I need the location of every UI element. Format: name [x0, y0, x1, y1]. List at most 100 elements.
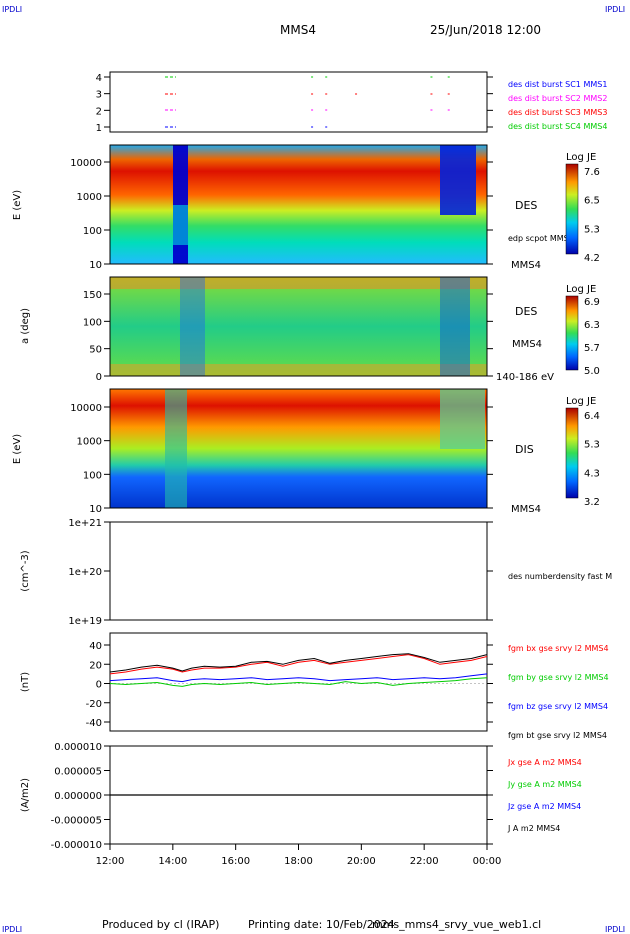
corner-label-top-right: IPDLI [605, 5, 625, 14]
dis-energy-panel: 10000 1000 100 10 E (eV) DIS MMS4 Log JE 6.… [12, 388, 600, 515]
bfield-yticks: 40 20 0 -20 -40 [86, 641, 493, 729]
cbar-tick-label: 6.9 [584, 297, 600, 308]
ytick-label: 10 [89, 260, 102, 271]
bfield-series-line [109, 654, 488, 675]
ytick-label: 2 [96, 106, 102, 117]
ytick-label: 0 [96, 372, 102, 383]
corner-label-bottom-left: IPDLI [2, 925, 22, 934]
ytick-label: -20 [86, 699, 102, 710]
ytick-label: 150 [83, 290, 102, 301]
cbar-tick-label: 3.2 [584, 497, 600, 508]
ytick-label: 1e+20 [68, 567, 102, 578]
ytick-label: 0.000005 [54, 767, 102, 778]
legend-entry: fgm bx gse srvy l2 MMS4 [508, 644, 609, 653]
legend-entry: des dist burst SC3 MMS3 [508, 108, 607, 117]
cbar-tick-label: 6.3 [584, 320, 600, 331]
ytick-label: 0 [96, 680, 102, 691]
des-energy-colorbar [565, 163, 579, 255]
density-yticks: 1e+21 1e+20 1e+19 [68, 518, 493, 627]
ytick-label: 50 [89, 345, 102, 356]
time-tick-label: 22:00 [410, 856, 439, 867]
plot-datetime: 25/Jun/2018 12:00 [430, 23, 541, 37]
cbar-tick-label: 5.7 [584, 343, 600, 354]
footer-printing-date: Printing date: 10/Feb/2024 [248, 918, 395, 931]
bfield-ylabel: (nT) [20, 672, 31, 692]
current-ylabel: (A/m2) [20, 778, 31, 812]
time-tick-label: 20:00 [347, 856, 376, 867]
des-energy-panel: 10000 1000 100 10 E (eV) DES edp scpot MMS4… [12, 144, 600, 271]
burst-marks [164, 76, 450, 128]
des-energy-frame [109, 144, 488, 265]
dis-energy-label: DIS [515, 443, 534, 456]
des-pitch-colorbar [565, 295, 579, 371]
bfield-lines [109, 653, 488, 687]
time-axis: 12:00 14:00 16:00 18:00 20:00 22:00 00:00 [96, 844, 501, 867]
ytick-label: -40 [86, 718, 102, 729]
des-pitch-panel: 150 100 50 0 a (deg) DES MMS4 140-186 eV Lo… [20, 276, 600, 383]
des-energy-yticks: 10000 1000 100 10 [70, 158, 493, 271]
time-tick-label: 18:00 [284, 856, 313, 867]
dis-energy-gap-1 [165, 389, 187, 508]
ytick-label: 100 [83, 317, 102, 328]
legend-entry: J A m2 MMS4 [507, 824, 560, 833]
des-energy-cbar-ticks: 7.6 6.5 5.3 4.2 [584, 167, 600, 264]
ytick-label: 0.000000 [54, 791, 102, 802]
legend-entry: Jx gse A m2 MMS4 [507, 758, 582, 767]
cbar-tick-label: 6.4 [584, 411, 600, 422]
legend-entry: fgm by gse srvy l2 MMS4 [508, 673, 609, 682]
des-pitch-top-band [110, 277, 487, 289]
legend-entry: Jy gse A m2 MMS4 [507, 780, 582, 789]
des-energy-cbar-title: Log JE [566, 152, 596, 163]
legend-entry: fgm bt gse srvy l2 MMS4 [508, 731, 607, 740]
des-energy-overlay-label: edp scpot MMS4 [508, 234, 574, 243]
ytick-label: 0.000010 [54, 742, 102, 753]
bfield-series-line [109, 677, 488, 687]
dis-energy-colorbar [565, 407, 579, 499]
ytick-label: 1000 [77, 437, 102, 448]
legend-entry: des dist burst SC2 MMS2 [508, 94, 607, 103]
ytick-label: 1e+19 [68, 616, 102, 627]
des-pitch-blue-band-2 [440, 277, 470, 376]
ytick-label: 100 [83, 226, 102, 237]
cbar-tick-label: 5.3 [584, 224, 600, 235]
des-energy-label: DES [515, 199, 537, 212]
legend-entry: des dist burst SC1 MMS1 [508, 80, 607, 89]
corner-label-top-left: IPDLI [2, 5, 22, 14]
des-pitch-blue-band [180, 277, 205, 376]
footer-filename: mms_mms4_srvy_vue_web1.cl [372, 918, 541, 931]
dis-energy-ylabel: E (eV) [12, 434, 23, 464]
des-pitch-energy-range: 140-186 eV [496, 372, 554, 383]
legend-entry: Jz gse A m2 MMS4 [507, 802, 581, 811]
dis-energy-yticks: 10000 1000 100 10 [70, 403, 493, 515]
ytick-label: 1 [96, 123, 102, 134]
ytick-label: 3 [96, 90, 102, 101]
time-tick-label: 14:00 [158, 856, 187, 867]
bfield-panel: 40 20 0 -20 -40 (nT) fgm bx gse srvy l2 MMS4… [20, 632, 609, 740]
ytick-label: -0.000010 [51, 840, 102, 851]
des-pitch-cbar-title: Log JE [566, 284, 596, 295]
density-panel: 1e+21 1e+20 1e+19 (cm^-3) des numberdensit… [20, 518, 612, 627]
des-pitch-cbar-ticks: 6.9 6.3 5.7 5.0 [584, 297, 600, 377]
ytick-label: 1000 [77, 192, 102, 203]
current-legend: Jx gse A m2 MMS4 Jy gse A m2 MMS4 Jz gse A… [507, 758, 582, 833]
dis-energy-cbar-title: Log JE [566, 396, 596, 407]
des-energy-ylabel: E (eV) [12, 190, 23, 220]
burst-legend: des dist burst SC1 MMS1 des dist burst SC… [508, 80, 607, 131]
bfield-series-line [109, 653, 488, 673]
bfield-series-line [109, 673, 488, 683]
time-tick-label: 16:00 [221, 856, 250, 867]
time-tick-label: 12:00 [96, 856, 125, 867]
des-pitch-sub-label: MMS4 [512, 339, 542, 350]
density-frame [109, 521, 488, 621]
ytick-label: 10 [89, 504, 102, 515]
ytick-label: 100 [83, 470, 102, 481]
density-ylabel: (cm^-3) [20, 550, 31, 591]
dis-energy-bottom-label: MMS4 [511, 504, 541, 515]
ytick-label: 1e+21 [68, 518, 102, 529]
des-energy-bottom-label: MMS4 [511, 260, 541, 271]
spacecraft-title: MMS4 [280, 23, 316, 37]
legend-entry: fgm bz gse srvy l2 MMS4 [508, 702, 608, 711]
des-pitch-bottom-band [110, 364, 487, 376]
